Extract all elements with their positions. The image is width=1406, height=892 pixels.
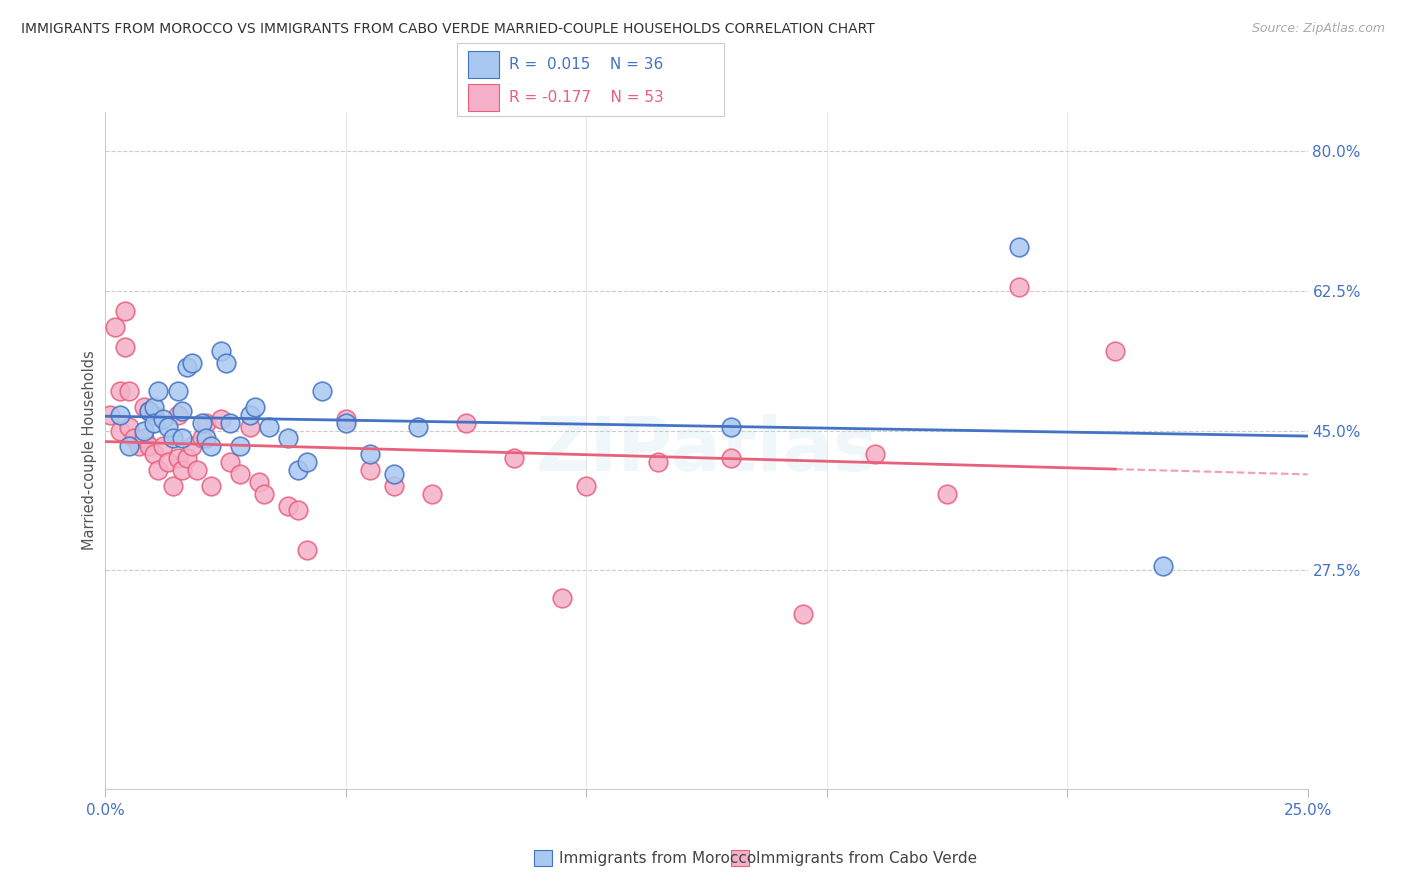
Point: [142, 408, 165, 422]
Point: [172, 463, 194, 477]
Point: [124, 432, 146, 446]
Point: [551, 591, 574, 605]
Point: [239, 408, 262, 422]
Point: [209, 343, 232, 358]
Point: [190, 432, 212, 446]
Point: [176, 359, 198, 374]
Point: [863, 447, 886, 461]
Point: [172, 432, 194, 446]
Point: [138, 403, 160, 417]
Point: [219, 416, 242, 430]
Point: [936, 487, 959, 501]
Point: [792, 607, 814, 621]
Point: [152, 411, 174, 425]
Text: Source: ZipAtlas.com: Source: ZipAtlas.com: [1251, 22, 1385, 36]
Point: [108, 408, 131, 422]
Point: [132, 400, 155, 414]
Point: [98, 408, 121, 422]
Point: [297, 543, 319, 558]
Point: [172, 403, 194, 417]
Point: [1152, 559, 1174, 574]
Point: [277, 500, 299, 514]
Point: [114, 304, 136, 318]
Point: [359, 463, 381, 477]
Point: [148, 463, 170, 477]
Point: [181, 356, 204, 370]
Point: [118, 440, 141, 454]
Point: [720, 451, 742, 466]
Point: [200, 479, 222, 493]
Point: [132, 432, 155, 446]
Point: [142, 447, 165, 461]
Point: [229, 467, 252, 482]
Point: [257, 419, 280, 434]
Point: [247, 475, 270, 490]
Point: [382, 479, 405, 493]
Point: [195, 416, 218, 430]
Point: [335, 416, 357, 430]
Text: IMMIGRANTS FROM MOROCCO VS IMMIGRANTS FROM CABO VERDE MARRIED-COUPLE HOUSEHOLDS : IMMIGRANTS FROM MOROCCO VS IMMIGRANTS FR…: [21, 22, 875, 37]
Point: [195, 432, 218, 446]
Point: [156, 419, 179, 434]
Point: [335, 411, 357, 425]
Point: [287, 463, 309, 477]
Point: [142, 416, 165, 430]
Point: [219, 455, 242, 469]
Point: [114, 340, 136, 354]
Point: [128, 440, 150, 454]
Point: [181, 440, 204, 454]
Point: [277, 432, 299, 446]
Text: R = -0.177    N = 53: R = -0.177 N = 53: [509, 90, 664, 105]
Point: [422, 487, 444, 501]
Point: [243, 400, 266, 414]
Point: [108, 384, 131, 398]
Point: [138, 403, 160, 417]
Point: [214, 356, 236, 370]
Point: [186, 463, 208, 477]
Point: [162, 479, 184, 493]
Point: [142, 400, 165, 414]
Point: [287, 503, 309, 517]
Point: [575, 479, 598, 493]
Point: [1008, 280, 1031, 294]
Point: [209, 411, 232, 425]
Point: [166, 451, 188, 466]
Y-axis label: Married-couple Households: Married-couple Households: [82, 351, 97, 550]
Point: [229, 440, 252, 454]
Point: [253, 487, 276, 501]
Point: [118, 419, 141, 434]
Text: ZIPatlas: ZIPatlas: [536, 414, 877, 487]
Point: [311, 384, 333, 398]
Point: [359, 447, 381, 461]
Text: R =  0.015    N = 36: R = 0.015 N = 36: [509, 57, 664, 72]
Point: [176, 451, 198, 466]
Point: [503, 451, 526, 466]
Point: [132, 424, 155, 438]
Point: [166, 384, 188, 398]
Point: [162, 432, 184, 446]
Point: [239, 419, 262, 434]
Point: [152, 440, 174, 454]
Point: [166, 408, 188, 422]
Point: [108, 424, 131, 438]
Point: [156, 455, 179, 469]
Point: [297, 455, 319, 469]
Point: [1104, 343, 1126, 358]
Point: [200, 440, 222, 454]
Point: [406, 419, 429, 434]
Point: [720, 419, 742, 434]
Point: [454, 416, 477, 430]
Text: Immigrants from Cabo Verde: Immigrants from Cabo Verde: [756, 851, 977, 865]
Point: [382, 467, 405, 482]
Text: Immigrants from Morocco: Immigrants from Morocco: [560, 851, 756, 865]
Point: [104, 319, 127, 334]
Point: [138, 440, 160, 454]
Point: [118, 384, 141, 398]
Point: [148, 384, 170, 398]
Point: [647, 455, 669, 469]
Point: [1008, 240, 1031, 254]
Point: [190, 416, 212, 430]
